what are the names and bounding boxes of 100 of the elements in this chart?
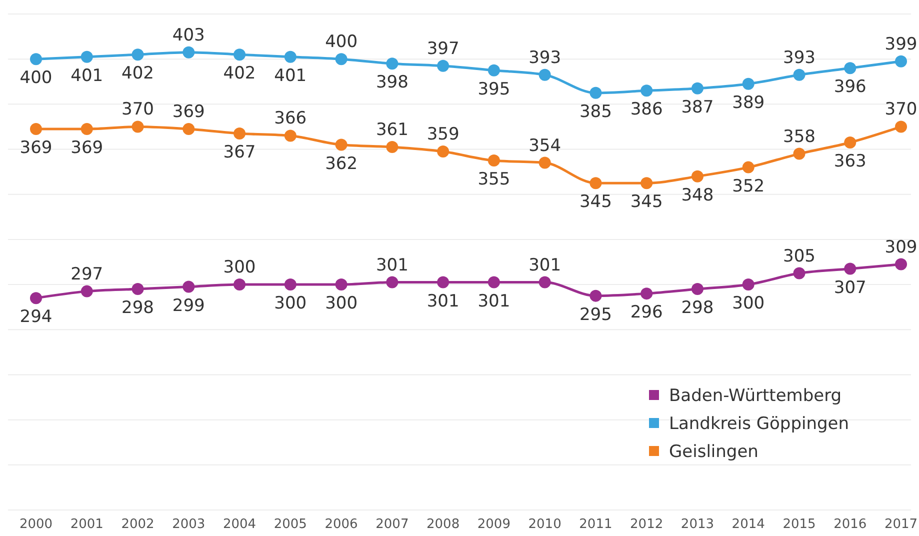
point — [691, 170, 704, 182]
data-label: 393 — [528, 48, 562, 68]
data-label: 385 — [579, 102, 612, 122]
point — [590, 290, 602, 302]
point — [182, 46, 195, 58]
x-tick-label: 2017 — [884, 517, 918, 532]
data-label: 301 — [426, 291, 460, 312]
point — [895, 120, 907, 133]
point — [80, 50, 93, 63]
point — [488, 276, 500, 288]
data-label: 366 — [274, 108, 307, 129]
point — [182, 280, 195, 293]
point — [132, 283, 144, 296]
point — [895, 55, 907, 68]
data-label: 300 — [274, 294, 307, 314]
point — [182, 122, 195, 135]
point — [742, 78, 754, 90]
data-label: 401 — [274, 66, 307, 86]
data-label: 369 — [172, 102, 205, 122]
data-label: 301 — [528, 255, 562, 276]
point — [844, 262, 856, 275]
point — [742, 161, 754, 174]
point — [284, 50, 296, 63]
point — [30, 53, 42, 66]
data-label: 398 — [376, 72, 408, 93]
legend-label: Geislingen — [669, 442, 758, 462]
point — [80, 285, 93, 298]
point — [335, 53, 348, 66]
data-label: 352 — [732, 176, 765, 196]
point — [488, 64, 500, 76]
point — [488, 154, 500, 167]
data-label: 300 — [223, 258, 256, 278]
point — [132, 48, 144, 61]
point — [844, 136, 856, 149]
point — [742, 278, 754, 291]
x-tick-label: 2014 — [732, 517, 765, 532]
data-label: 296 — [630, 302, 663, 323]
data-label: 386 — [630, 100, 663, 120]
data-label: 298 — [681, 298, 714, 318]
x-tick-label: 2006 — [324, 517, 358, 532]
x-tick-label: 2016 — [834, 517, 867, 532]
data-label: 387 — [681, 97, 714, 118]
x-tick-label: 2009 — [477, 517, 510, 532]
x-tick-label: 2010 — [528, 517, 562, 532]
data-label: 389 — [732, 92, 765, 113]
data-label: 300 — [732, 294, 765, 314]
data-label: 345 — [579, 192, 612, 212]
x-tick-label: 2000 — [19, 517, 53, 532]
data-label: 401 — [70, 66, 104, 86]
point — [437, 276, 450, 288]
point — [386, 276, 398, 288]
point — [590, 177, 602, 190]
point — [386, 141, 398, 154]
data-label: 395 — [478, 79, 510, 100]
data-label: 348 — [681, 185, 714, 206]
point — [386, 58, 398, 70]
data-label: 309 — [884, 237, 918, 258]
point — [335, 138, 348, 151]
legend-label: Baden-Württemberg — [669, 386, 842, 406]
point — [234, 127, 246, 140]
legend-label: Landkreis Göppingen — [669, 414, 850, 434]
data-label: 403 — [172, 25, 205, 46]
point — [132, 120, 144, 133]
x-tick-label: 2011 — [579, 517, 612, 532]
data-label: 299 — [172, 296, 205, 316]
data-label: 301 — [376, 255, 408, 276]
point — [793, 68, 806, 81]
point — [590, 86, 602, 99]
data-label: 369 — [20, 138, 52, 158]
data-label: 354 — [528, 136, 562, 156]
point — [80, 122, 93, 135]
data-label: 400 — [20, 68, 52, 88]
data-label: 393 — [783, 48, 816, 68]
point — [691, 82, 704, 94]
point — [538, 68, 551, 81]
point — [437, 60, 450, 72]
point — [793, 267, 806, 280]
point — [538, 156, 551, 169]
x-tick-label: 2008 — [426, 517, 460, 532]
point — [234, 48, 246, 61]
point — [284, 278, 296, 291]
point — [640, 177, 653, 190]
data-label: 361 — [376, 120, 408, 140]
data-label: 363 — [834, 152, 866, 172]
data-label: 297 — [70, 264, 104, 284]
data-label: 370 — [122, 100, 154, 120]
point — [284, 130, 296, 142]
point — [640, 84, 653, 97]
data-label: 400 — [325, 32, 358, 52]
data-label: 298 — [122, 298, 154, 318]
data-label: 345 — [630, 192, 663, 212]
data-label: 359 — [426, 124, 460, 145]
data-label: 358 — [783, 126, 816, 147]
data-label: 305 — [783, 246, 816, 266]
data-label: 399 — [884, 34, 918, 54]
point — [538, 276, 551, 288]
point — [30, 292, 42, 304]
data-label: 294 — [20, 307, 52, 328]
x-tick-label: 2005 — [274, 517, 307, 532]
data-label: 367 — [223, 142, 256, 162]
